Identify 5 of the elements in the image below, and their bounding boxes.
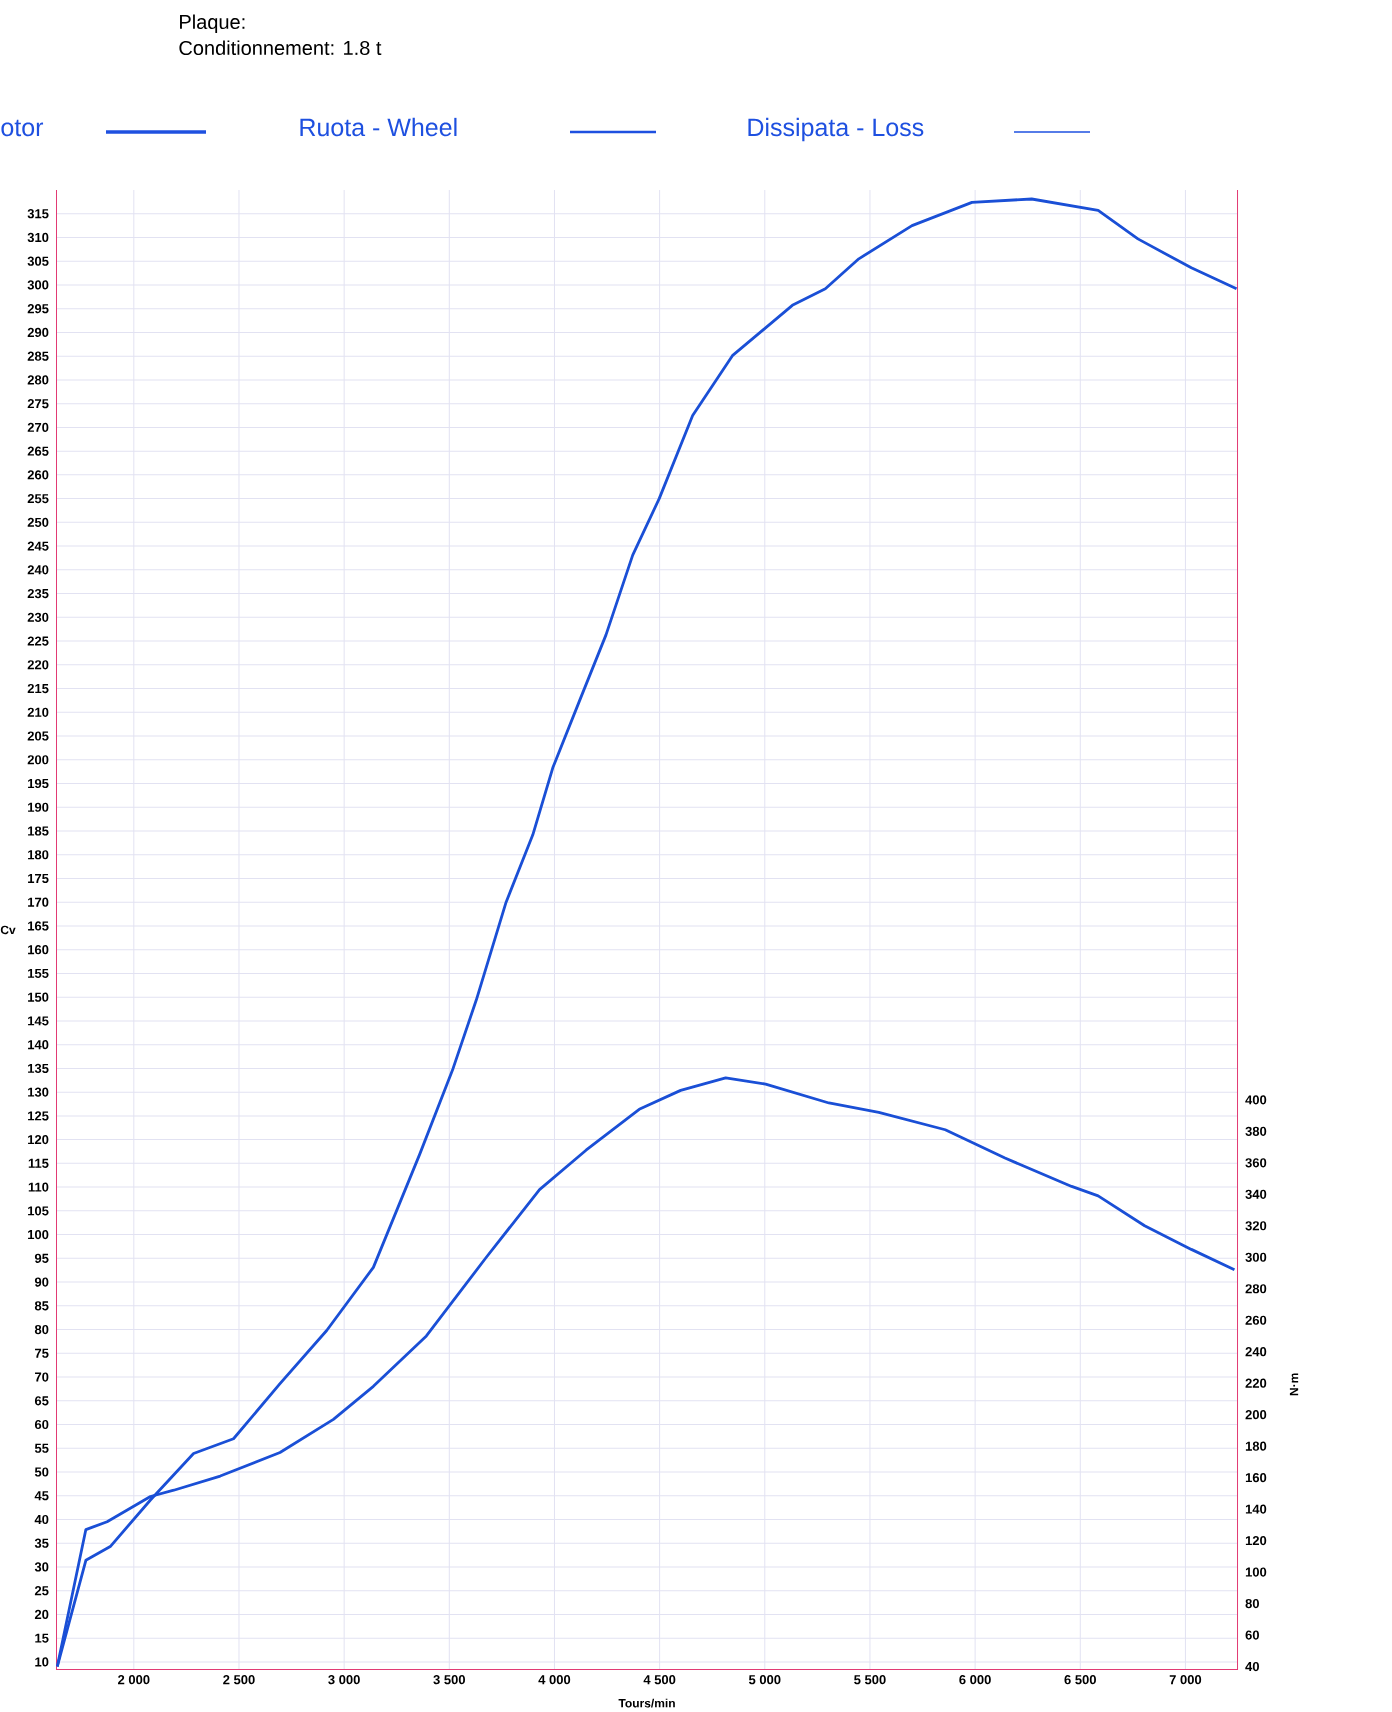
chart-subtitle: Conditionnement: 1.8 t (179, 40, 382, 56)
chart-title: Plaque: (180, 14, 245, 34)
text: Ruota - Wheel (300, 117, 457, 137)
text: Dissipata - Loss (748, 117, 924, 142)
text: otor (1, 119, 44, 137)
